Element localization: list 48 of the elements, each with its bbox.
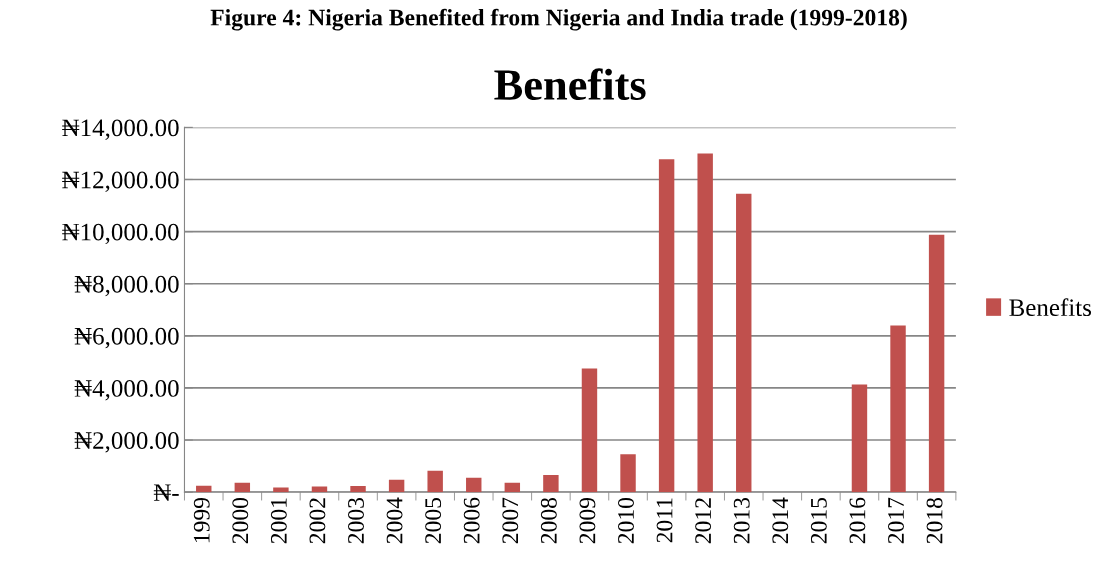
bar (543, 475, 559, 493)
bar (196, 485, 212, 493)
y-tick-label: ₦14,000.00 (62, 119, 179, 140)
bar (350, 485, 366, 493)
caption: Figure 4: Nigeria Benefited from Nigeria and India trade (1999-2018) (210, 8, 907, 31)
y-tick-label: ₦2,000.00 (74, 432, 179, 453)
legend-label: Benefits (1009, 298, 1092, 317)
bar (620, 454, 636, 493)
x-tick-label: 2008 (540, 497, 557, 544)
x-tick-label: 2015 (810, 497, 827, 544)
bar (581, 368, 598, 493)
x-tick-label: 2011 (656, 498, 673, 543)
x-tick-label: 2009 (579, 497, 596, 544)
bar (658, 159, 675, 493)
x-tick-label: 2010 (618, 497, 634, 544)
bar (851, 384, 868, 493)
bar (466, 477, 482, 493)
x-tick-label: 2016 (849, 497, 866, 544)
bar (273, 487, 289, 493)
y-tick-label: ₦12,000.00 (62, 171, 179, 193)
x-tick-label: 2003 (348, 497, 364, 544)
y-tick-label: ₦10,000.00 (62, 223, 179, 245)
x-tick-label: 2007 (502, 497, 519, 544)
x-tick-label: 2002 (309, 498, 326, 544)
x-tick-label: 2004 (386, 497, 403, 544)
x-tick-label: 2005 (425, 497, 442, 544)
bar (928, 234, 945, 493)
x-tick-label: 1999 (193, 497, 210, 543)
bar (736, 193, 752, 493)
x-tick-label: 2012 (695, 498, 712, 544)
bar (427, 470, 443, 493)
bar (890, 325, 906, 493)
x-tick-label: 2006 (463, 497, 480, 544)
x-tick-label: 2014 (772, 497, 789, 544)
y-tick-label: ₦- (153, 484, 179, 501)
x-tick-label: 2013 (733, 497, 750, 544)
x-tick-label: 2018 (926, 497, 943, 544)
bar (697, 153, 713, 493)
x-tick-label: 2001 (270, 498, 287, 544)
y-tick-label: ₦6,000.00 (74, 327, 179, 349)
bar (504, 482, 521, 493)
x-tick-label: 2017 (888, 497, 904, 544)
y-tick-label: ₦8,000.00 (74, 275, 179, 297)
chart-title: Benefits (494, 68, 646, 101)
x-tick-label: 2000 (232, 497, 249, 544)
bar (388, 479, 405, 493)
y-tick-label: ₦4,000.00 (74, 379, 179, 401)
bar (234, 482, 251, 493)
